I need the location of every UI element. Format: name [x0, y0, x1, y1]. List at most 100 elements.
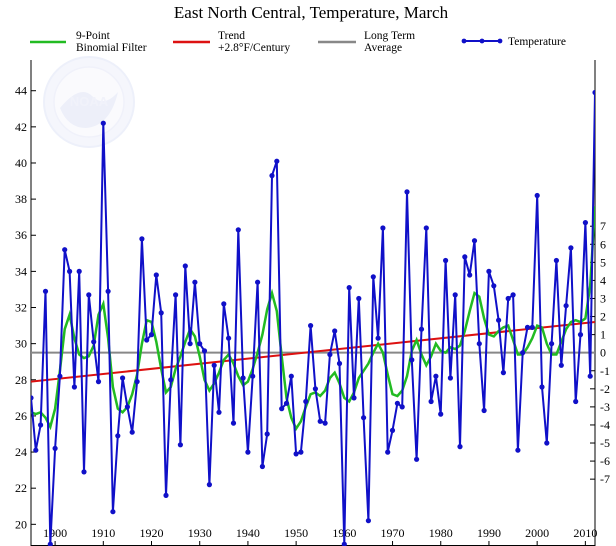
temperature-point [582, 220, 589, 226]
temperature-point [226, 335, 232, 341]
temperature-point [336, 360, 343, 367]
temperature-point [587, 373, 593, 379]
temperature-point [274, 158, 280, 164]
temperature-point [293, 451, 299, 457]
filter-line [31, 206, 595, 432]
temperature-point [341, 541, 347, 546]
temperature-point [206, 482, 212, 488]
temperature-point [462, 254, 468, 260]
temperature-point [264, 431, 270, 437]
temperature-point [467, 272, 473, 278]
legend-item-trend: Trend +2.8°F/Century [173, 30, 290, 54]
noaa-logo-watermark: NOAA [43, 56, 135, 148]
temperature-points [31, 89, 595, 546]
temperature-point [380, 225, 386, 231]
legend-average-label-2: Average [364, 42, 402, 54]
temperature-point [322, 420, 328, 426]
left-tick-label: 44 [15, 84, 27, 98]
left-tick-label: 26 [15, 409, 27, 423]
temperature-point [414, 456, 420, 462]
legend-item-temperature: Temperature [461, 36, 566, 48]
temperature-point [520, 350, 526, 356]
temperature-point [283, 400, 290, 406]
temperature-point [230, 420, 237, 426]
legend-temperature-label: Temperature [508, 36, 566, 48]
legend-item-average: Long Term Average [318, 30, 415, 54]
right-tick-label: 0 [600, 346, 606, 360]
right-tick-label: 1 [600, 328, 606, 342]
temperature-point [312, 386, 318, 392]
temperature-point [177, 442, 183, 448]
temperature-point [240, 375, 246, 381]
right-tick-label: -1 [600, 364, 610, 378]
temperature-point [438, 411, 444, 417]
left-tick-label: 30 [15, 337, 27, 351]
legend-temperature-marker [479, 38, 485, 44]
temperature-point [332, 328, 338, 334]
temperature-point [534, 192, 540, 199]
temperature-point [71, 384, 77, 390]
temperature-point [491, 283, 497, 289]
right-tick-label: 5 [600, 255, 606, 269]
left-tick-label: 34 [15, 264, 27, 278]
temperature-point [409, 357, 415, 363]
temperature-point [173, 292, 179, 298]
temperature-point [486, 268, 492, 274]
temperature-point [216, 409, 222, 415]
legend-item-filter: 9-Point Binomial Filter [30, 30, 147, 54]
x-tick-label: 2010 [573, 526, 597, 540]
x-tick-label: 1990 [477, 526, 501, 540]
temperature-point [91, 339, 97, 345]
x-tick-label: 1980 [429, 526, 453, 540]
left-tick-label: 40 [15, 156, 27, 170]
temperature-point [259, 463, 265, 470]
temperature-point [52, 445, 58, 451]
temperature-point [418, 326, 425, 332]
x-tick-label: 1900 [43, 526, 67, 540]
temperature-point [549, 341, 555, 347]
temperature-point [365, 518, 371, 524]
temperature-point [399, 404, 405, 410]
x-tick-label: 1940 [236, 526, 260, 540]
right-tick-label: 6 [600, 237, 606, 251]
temperature-point [505, 295, 511, 302]
temperature-point [129, 429, 135, 435]
temperature-point [62, 247, 68, 253]
temperature-point [153, 272, 159, 278]
temperature-line [31, 92, 595, 545]
temperature-point [568, 245, 574, 251]
temperature-point [317, 418, 323, 424]
temperature-point [187, 341, 193, 347]
temperature-point [235, 227, 241, 233]
right-tick-label: -2 [600, 382, 610, 396]
temperature-point [279, 406, 285, 412]
x-tick-label: 2000 [525, 526, 549, 540]
temperature-point [539, 384, 545, 390]
temperature-point [524, 324, 531, 330]
temperature-point [346, 285, 352, 291]
temperature-point [134, 379, 140, 385]
temperature-point [510, 292, 516, 298]
temperature-point [563, 303, 569, 309]
temperature-point [38, 422, 44, 428]
temperature-point [255, 279, 261, 285]
temperature-point [182, 263, 188, 269]
temperature-point [148, 332, 155, 338]
temperature-point [529, 324, 535, 330]
temperature-point [370, 274, 376, 280]
right-tick-label: -7 [600, 472, 610, 486]
temperature-point [428, 398, 434, 405]
legend-temperature-marker [497, 38, 503, 44]
temperature-point [385, 449, 391, 455]
temperature-point [404, 189, 410, 195]
temperature-point [457, 444, 463, 450]
temperature-point [553, 257, 560, 264]
temperature-point [67, 268, 73, 274]
temperature-point [515, 447, 521, 453]
temperature-point [192, 279, 198, 285]
left-tick-label: 28 [15, 373, 27, 387]
temperature-point [394, 400, 400, 406]
x-axis-ticks: 1900 1910 1920 1930 1940 1950 1960 1970 1980 1990… [43, 526, 597, 546]
temperature-point [389, 427, 396, 433]
